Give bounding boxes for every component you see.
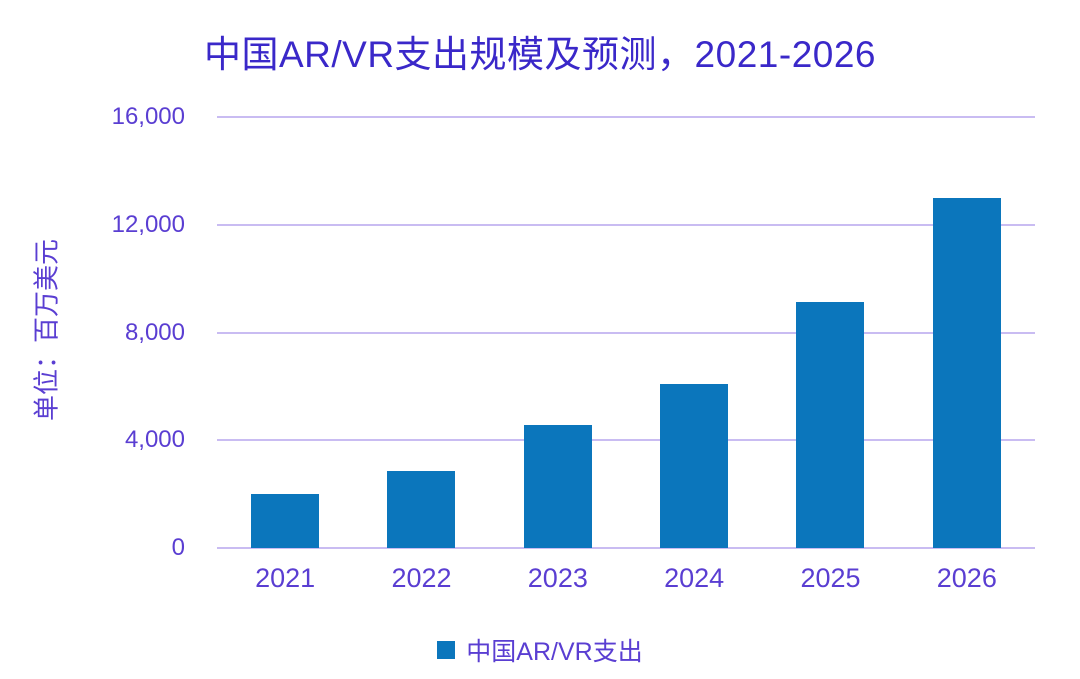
x-tick-label: 2026 (936, 563, 997, 593)
legend-swatch-icon (437, 641, 456, 659)
bar-column (899, 117, 1035, 548)
legend-label: 中国AR/VR支出 (466, 638, 643, 666)
bar-column (217, 117, 353, 548)
gridline (217, 439, 1035, 442)
y-tick-label: 0 (171, 534, 185, 561)
bar-2025 (796, 301, 865, 548)
bar-2024 (660, 383, 729, 548)
gridline (217, 331, 1035, 334)
x-axis-labels: 2021 2022 2023 2024 2025 2026 (217, 562, 1035, 594)
bar-2026 (932, 197, 1001, 548)
y-tick-label: 8,000 (124, 318, 185, 346)
bar-column (490, 117, 626, 548)
plot-area (217, 116, 1035, 549)
bar-column (626, 117, 762, 548)
x-tick-label: 2022 (391, 563, 452, 593)
gridline (217, 223, 1035, 226)
x-tick-label: 2023 (527, 563, 588, 593)
y-tick-label: 12,000 (111, 210, 185, 238)
y-tick-label: 16,000 (111, 103, 185, 130)
gridline (217, 116, 1035, 118)
bar-2021 (251, 494, 320, 548)
legend: 中国AR/VR支出 (0, 632, 1080, 668)
x-tick-label: 2024 (664, 563, 725, 593)
x-tick-label: 2025 (800, 563, 861, 593)
y-axis-ticks: 0 4,000 8,000 12,000 16,000 (0, 105, 200, 560)
bar-column (353, 117, 489, 548)
bar-column (762, 117, 898, 548)
bar-2023 (523, 425, 592, 548)
gridline (217, 547, 1035, 549)
chart-title: 中国AR/VR支出规模及预测，2021-2026 (203, 34, 877, 75)
x-tick-label: 2021 (255, 563, 316, 593)
y-tick-label: 4,000 (124, 426, 185, 454)
gridlines (217, 116, 1035, 549)
bar-2022 (387, 471, 456, 548)
bars (217, 117, 1035, 548)
